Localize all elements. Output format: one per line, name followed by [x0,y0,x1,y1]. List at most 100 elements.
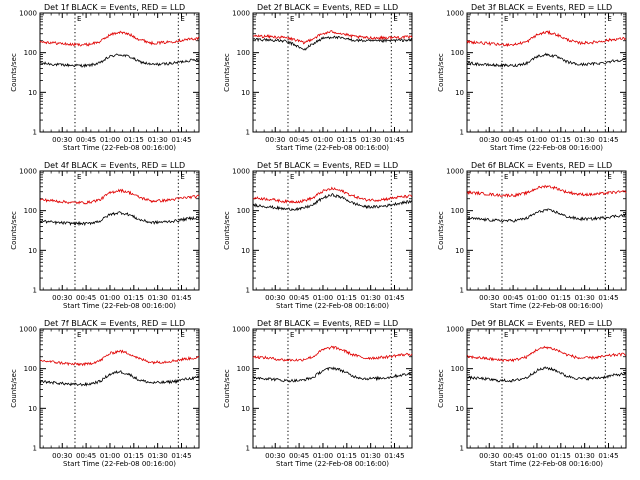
x-tick-label: 00:30 [479,294,499,302]
events-series-line [466,208,627,223]
event-marker-label: E [290,331,294,339]
y-tick-label: 1000 [19,10,37,18]
plot-frame [466,12,627,133]
event-marker-label: E [77,331,81,339]
y-tick-label: 1000 [232,10,250,18]
x-axis-label: Start Time (22-Feb-08 00:16:00) [63,302,176,310]
x-tick-label: 01:45 [598,294,618,302]
x-tick-label: 00:30 [479,452,499,460]
lld-series-line [39,188,200,205]
y-axis-label: Counts/sec [10,53,18,92]
y-tick-label: 100 [24,365,37,373]
plot-frame [252,12,413,133]
y-tick-label: 10 [241,247,250,255]
y-axis-label: Counts/sec [10,211,18,250]
detector-panel: Det 1f BLACK = Events, RED = LLD 1 10 100 10… [10,3,200,152]
y-tick-label: 1 [246,287,250,295]
y-tick-label: 1 [460,129,464,137]
x-tick-label: 01:00 [100,452,120,460]
x-axis-label: Start Time (22-Feb-08 00:16:00) [276,302,389,310]
y-tick-label: 1000 [19,168,37,176]
lld-series-line [39,30,200,47]
y-tick-label: 1000 [446,10,464,18]
y-tick-label: 1 [246,445,250,453]
y-tick-label: 10 [455,89,464,97]
y-axis-label: Counts/sec [223,211,231,250]
x-axis-label: Start Time (22-Feb-08 00:16:00) [63,144,176,152]
y-tick-label: 1 [460,287,464,295]
panel-title: Det 6f BLACK = Events, RED = LLD [471,161,612,170]
plot-frame [252,328,413,449]
x-tick-label: 01:00 [313,136,333,144]
x-tick-label: 01:30 [148,452,168,460]
detector-panel: Det 7f BLACK = Events, RED = LLD 1 10 100 10… [10,319,200,468]
y-tick-label: 1 [33,287,37,295]
detector-panel: Det 6f BLACK = Events, RED = LLD 1 10 100 10… [437,161,627,310]
x-tick-label: 01:00 [100,294,120,302]
y-tick-label: 100 [451,49,464,57]
panel-title: Det 2f BLACK = Events, RED = LLD [257,3,398,12]
x-tick-label: 01:45 [598,136,618,144]
event-marker-label: E [504,15,508,23]
events-series-line [252,35,413,51]
detector-panel: Det 2f BLACK = Events, RED = LLD 1 10 100 10… [223,3,413,152]
x-tick-label: 00:45 [503,136,523,144]
y-tick-label: 1 [33,129,37,137]
x-axis-label: Start Time (22-Feb-08 00:16:00) [276,144,389,152]
x-tick-label: 00:30 [265,136,285,144]
y-tick-label: 100 [237,207,250,215]
x-tick-label: 00:45 [289,294,309,302]
y-tick-label: 1000 [446,168,464,176]
x-tick-label: 01:45 [598,452,618,460]
event-marker-label: E [504,331,508,339]
plot-frame [39,12,200,133]
panel-title: Det 3f BLACK = Events, RED = LLD [471,3,612,12]
y-tick-label: 100 [24,49,37,57]
y-axis-label: Counts/sec [437,53,445,92]
x-axis-label: Start Time (22-Feb-08 00:16:00) [63,460,176,468]
x-tick-label: 01:30 [361,294,381,302]
y-tick-label: 10 [455,247,464,255]
y-tick-label: 100 [451,207,464,215]
y-tick-label: 10 [455,405,464,413]
x-tick-label: 01:45 [171,136,191,144]
panel-title: Det 8f BLACK = Events, RED = LLD [257,319,398,328]
plot-frame [39,170,200,291]
detector-panel: Det 8f BLACK = Events, RED = LLD 1 10 100 10… [223,319,413,468]
y-tick-label: 100 [451,365,464,373]
x-tick-label: 00:30 [52,452,72,460]
y-tick-label: 1 [246,129,250,137]
x-tick-label: 01:30 [361,452,381,460]
detector-panel: Det 4f BLACK = Events, RED = LLD 1 10 100 10… [10,161,200,310]
event-marker-label: E [180,173,184,181]
lld-series-line [39,349,200,367]
y-tick-label: 100 [24,207,37,215]
events-series-line [39,53,200,69]
x-tick-label: 00:45 [503,452,523,460]
x-tick-label: 00:45 [289,452,309,460]
plot-frame [466,328,627,449]
x-tick-label: 01:15 [337,452,357,460]
event-marker-label: E [180,331,184,339]
y-tick-label: 10 [28,405,37,413]
x-tick-label: 01:15 [124,294,144,302]
event-marker-label: E [504,173,508,181]
x-tick-label: 01:45 [171,452,191,460]
y-tick-label: 1000 [232,168,250,176]
x-axis-label: Start Time (22-Feb-08 00:16:00) [490,302,603,310]
event-marker-label: E [180,15,184,23]
panel-title: Det 7f BLACK = Events, RED = LLD [44,319,185,328]
x-tick-label: 01:00 [527,294,547,302]
y-tick-label: 1000 [446,326,464,334]
y-tick-label: 10 [28,247,37,255]
x-axis-label: Start Time (22-Feb-08 00:16:00) [490,144,603,152]
x-tick-label: 01:00 [527,136,547,144]
y-tick-label: 1000 [232,326,250,334]
x-tick-label: 00:45 [76,136,96,144]
y-tick-label: 1 [460,445,464,453]
x-tick-label: 01:15 [337,294,357,302]
lld-series-line [252,30,413,45]
event-marker-label: E [393,331,397,339]
events-series-line [39,211,200,227]
